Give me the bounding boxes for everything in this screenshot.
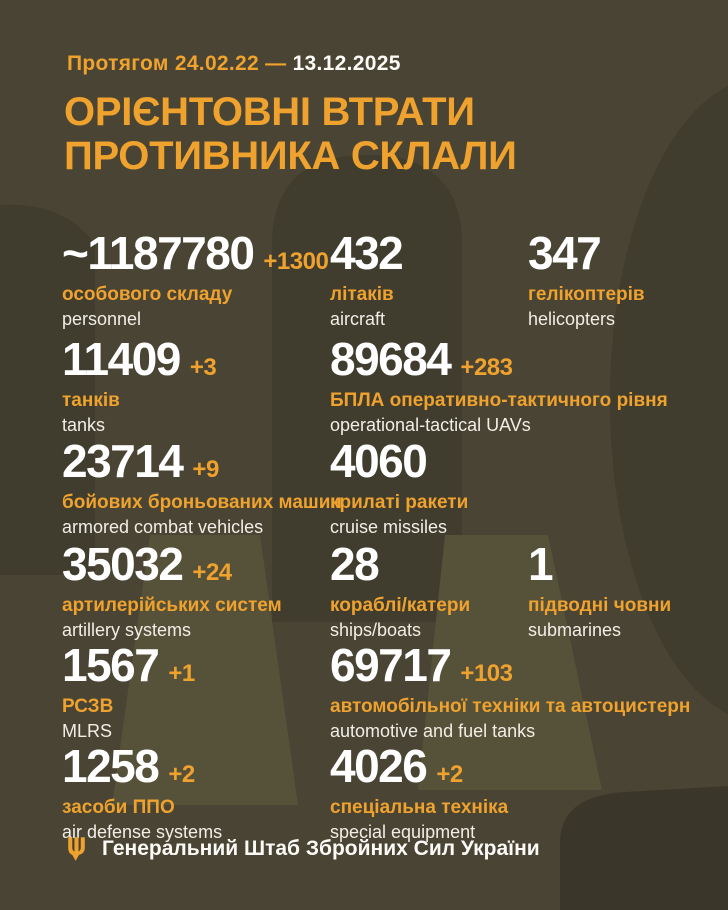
stat-tanks: 11409 +3 танків tanks bbox=[62, 333, 217, 436]
title-line-2: ПРОТИВНИКА СКЛАЛИ bbox=[64, 134, 517, 178]
stat-delta: +283 bbox=[460, 354, 513, 381]
stat-number: 1 bbox=[528, 538, 554, 590]
stat-mlrs: 1567 +1 РСЗВ MLRS bbox=[62, 642, 195, 742]
stat-label-uk: танків bbox=[62, 390, 120, 411]
stat-label-en: automotive and fuel tanks bbox=[330, 721, 536, 741]
stat-number: 432 bbox=[330, 227, 404, 279]
stat-air-defense: 1258 +2 засоби ППО air defense systems bbox=[62, 743, 222, 843]
stat-number: 347 bbox=[528, 227, 602, 279]
stat-number: 35032 bbox=[62, 538, 184, 590]
stat-label-en: special equipment bbox=[330, 822, 476, 842]
stat-label-en: helicopters bbox=[528, 309, 616, 329]
stat-label-uk: гелікоптерів bbox=[528, 284, 645, 305]
stat-label-en: submarines bbox=[528, 620, 622, 640]
stat-delta: +2 bbox=[168, 761, 195, 788]
stat-armored-combat-vehicles: 23714 +9 бойових броньованих машин armore… bbox=[62, 438, 342, 538]
stat-label-uk: автомобільної техніки та автоцистерн bbox=[330, 696, 691, 717]
stat-delta: +103 bbox=[460, 660, 513, 687]
stat-label-en: armored combat vehicles bbox=[62, 517, 264, 537]
stat-label-uk: особового складу bbox=[62, 284, 233, 305]
trident-icon bbox=[68, 837, 85, 861]
stat-label-en: aircraft bbox=[330, 309, 386, 329]
stat-label-uk: літаків bbox=[330, 284, 394, 305]
stat-label-en: tanks bbox=[62, 415, 106, 435]
stat-label-uk: артилерійських систем bbox=[62, 595, 282, 616]
stat-helicopters: 347 гелікоптерів helicopters bbox=[528, 230, 645, 330]
stat-special-equipment: 4026 +2 спеціальна техніка special equipm… bbox=[330, 743, 508, 843]
stat-label-en: artillery systems bbox=[62, 620, 192, 640]
stat-label-uk: спеціальна техніка bbox=[330, 797, 509, 818]
title-line-1: ОРІЄНТОВНІ ВТРАТИ bbox=[64, 90, 475, 134]
footer: Генеральний Штаб Збройних Сил України bbox=[66, 836, 540, 862]
stat-label-uk: крилаті ракети bbox=[330, 492, 469, 513]
stat-label-en: ships/boats bbox=[330, 620, 422, 640]
stat-automotive-fuel-tanks: 69717 +103 автомобільної техніки та автоц… bbox=[330, 642, 690, 742]
stat-label-uk: кораблі/катери bbox=[330, 595, 471, 616]
stat-artillery-systems: 35032 +24 артилерійських систем artillery… bbox=[62, 541, 282, 641]
stat-ships-boats: 28 кораблі/катери ships/boats bbox=[330, 541, 470, 641]
stat-delta: +1300 bbox=[263, 248, 329, 275]
stat-number: 69717 bbox=[330, 639, 452, 691]
stat-delta: +1 bbox=[168, 660, 195, 687]
stat-label-uk: засоби ППО bbox=[62, 797, 175, 818]
page-title: ОРІЄНТОВНІ ВТРАТИ ПРОТИВНИКА СКЛАЛИ bbox=[64, 90, 517, 178]
stat-number: 1258 bbox=[62, 740, 160, 792]
stat-personnel: ~1187780 +1300 особового складу personnel bbox=[62, 227, 329, 330]
stat-number: 4060 bbox=[330, 435, 428, 487]
stat-label-uk: РСЗВ bbox=[62, 696, 114, 717]
period-date: 13.12.2025 bbox=[292, 52, 401, 75]
stat-delta: +2 bbox=[436, 761, 463, 788]
stat-number: 23714 bbox=[62, 435, 184, 487]
footer-organization: Генеральний Штаб Збройних Сил України bbox=[102, 837, 540, 860]
stat-uavs: 89684 +283 БПЛА оперативно-тактичного рів… bbox=[330, 336, 668, 436]
stat-aircraft: 432 літаків aircraft bbox=[330, 230, 412, 330]
stat-label-en: personnel bbox=[62, 309, 142, 329]
period-line: Протягом 24.02.22 — 13.12.2025 bbox=[67, 52, 401, 76]
stat-submarines: 1 підводні човни submarines bbox=[528, 541, 671, 641]
stat-label-uk: БПЛА оперативно-тактичного рівня bbox=[330, 390, 668, 411]
stat-number: 1567 bbox=[62, 639, 160, 691]
stat-delta: +24 bbox=[192, 559, 232, 586]
stat-number: ~1187780 bbox=[62, 227, 255, 279]
stat-label-en: air defense systems bbox=[62, 822, 223, 842]
stat-number: 4026 bbox=[330, 740, 428, 792]
stat-label-uk: підводні човни bbox=[528, 595, 672, 616]
stat-label-en: MLRS bbox=[62, 721, 113, 741]
stat-number: 11409 bbox=[62, 333, 181, 385]
stat-label-en: operational-tactical UAVs bbox=[330, 415, 531, 435]
stat-delta: +3 bbox=[189, 354, 217, 381]
stat-label-en: cruise missiles bbox=[330, 517, 448, 537]
stat-label-uk: бойових броньованих машин bbox=[62, 492, 342, 513]
stat-delta: +9 bbox=[192, 456, 219, 483]
period-prefix: Протягом 24.02.22 — bbox=[67, 52, 287, 75]
stat-cruise-missiles: 4060 крилаті ракети cruise missiles bbox=[330, 438, 468, 538]
stat-number: 28 bbox=[330, 538, 380, 590]
stat-number: 89684 bbox=[330, 333, 452, 385]
